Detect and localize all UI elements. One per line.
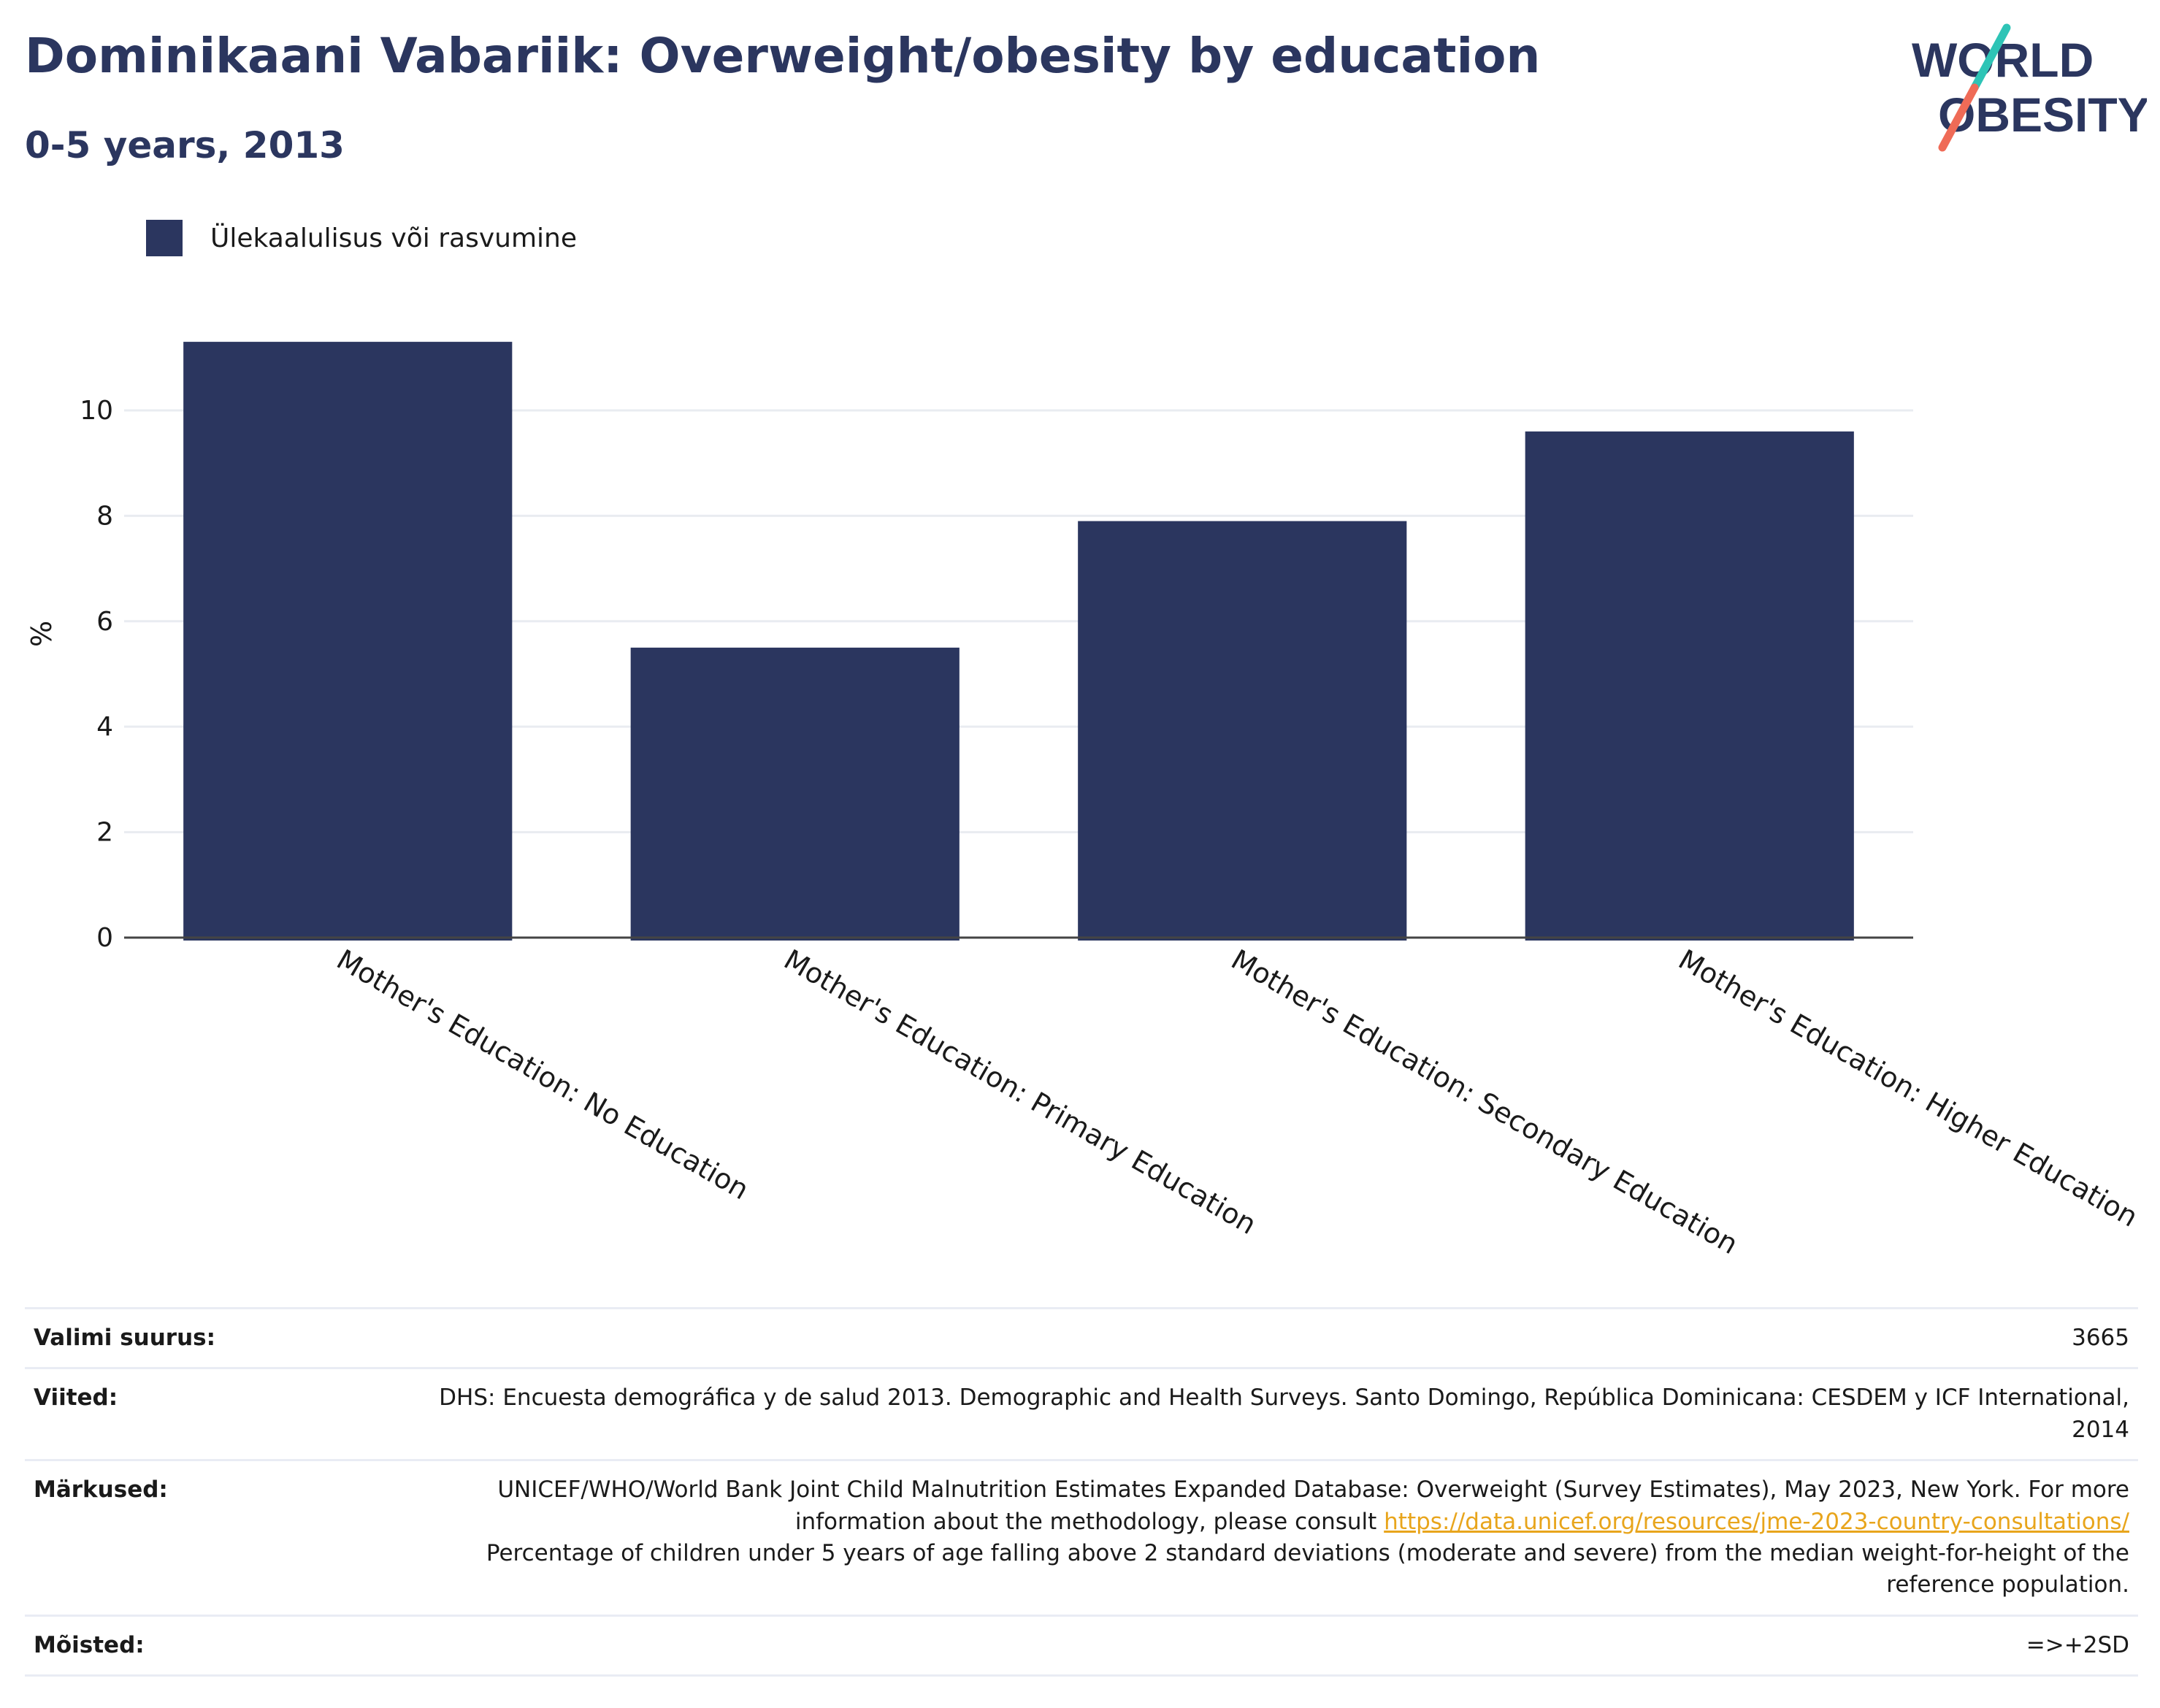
meta-label: Valimi suurus: (25, 1306, 407, 1368)
y-tick-label: 8 (96, 501, 113, 531)
meta-value: UNICEF/WHO/World Bank Joint Child Malnut… (407, 1459, 2138, 1616)
legend-label: Ülekaalulisus või rasvumine (210, 223, 577, 253)
x-tick-label: Mother's Education: No Education (332, 943, 754, 1206)
bar-chart: 0 2 4 6 8 10 Mother's Education: No Education… (26, 342, 2143, 1261)
bar[interactable] (630, 647, 960, 941)
bars (183, 342, 1854, 941)
legend-swatch (146, 220, 183, 256)
bar[interactable] (1525, 431, 1854, 941)
meta-row-references: Viited: DHS: Encuesta demográfica y de s… (25, 1367, 2138, 1460)
legend[interactable]: Ülekaalulisus või rasvumine (146, 216, 577, 260)
meta-value: DHS: Encuesta demográfica y de salud 201… (407, 1367, 2138, 1460)
meta-row-sample: Valimi suurus: 3665 (25, 1306, 2138, 1368)
x-tick-label: Mother's Education: Secondary Education (1226, 943, 1744, 1261)
x-tick-label: Mother's Education: Higher Education (1673, 943, 2143, 1233)
notes-text: UNICEF/WHO/World Bank Joint Child Malnut… (497, 1477, 2129, 1535)
x-tick-label: Mother's Education: Primary Education (778, 943, 1262, 1241)
meta-row-notes: Märkused: UNICEF/WHO/World Bank Joint Ch… (25, 1459, 2138, 1616)
chart-title: Dominikaani Vabariik: Overweight/obesity… (25, 28, 1541, 84)
logo-slash-teal (1970, 23, 2011, 92)
methodology-link[interactable]: https://data.unicef.org/resources/jme-20… (1384, 1508, 2129, 1535)
meta-row-definitions: Mõisted: =>+2SD (25, 1614, 2138, 1677)
y-tick-labels: 0 2 4 6 8 10 (80, 396, 113, 953)
chart-subtitle: 0-5 years, 2013 (25, 124, 345, 166)
bar[interactable] (1078, 521, 1407, 941)
world-obesity-logo: WORLD OBESITY (1912, 23, 2147, 152)
logo-slash-coral (1938, 83, 1979, 152)
y-tick-label: 6 (96, 607, 113, 637)
meta-label: Märkused: (25, 1459, 407, 1616)
meta-label: Mõisted: (25, 1614, 407, 1677)
bar[interactable] (183, 342, 513, 941)
y-tick-label: 2 (96, 818, 113, 848)
y-tick-label: 0 (96, 923, 113, 953)
y-tick-label: 4 (96, 712, 113, 742)
meta-label: Viited: (25, 1367, 407, 1460)
y-axis-label: % (26, 621, 58, 647)
x-tick-labels: Mother's Education: No Education Mother's… (332, 943, 2143, 1261)
notes-definition-text: Percentage of children under 5 years of … (486, 1539, 2129, 1598)
meta-value: =>+2SD (407, 1614, 2138, 1677)
meta-value: 3665 (407, 1306, 2138, 1368)
y-tick-label: 10 (80, 396, 113, 426)
metadata-table: Valimi suurus: 3665 Viited: DHS: Encuest… (25, 1306, 2138, 1677)
